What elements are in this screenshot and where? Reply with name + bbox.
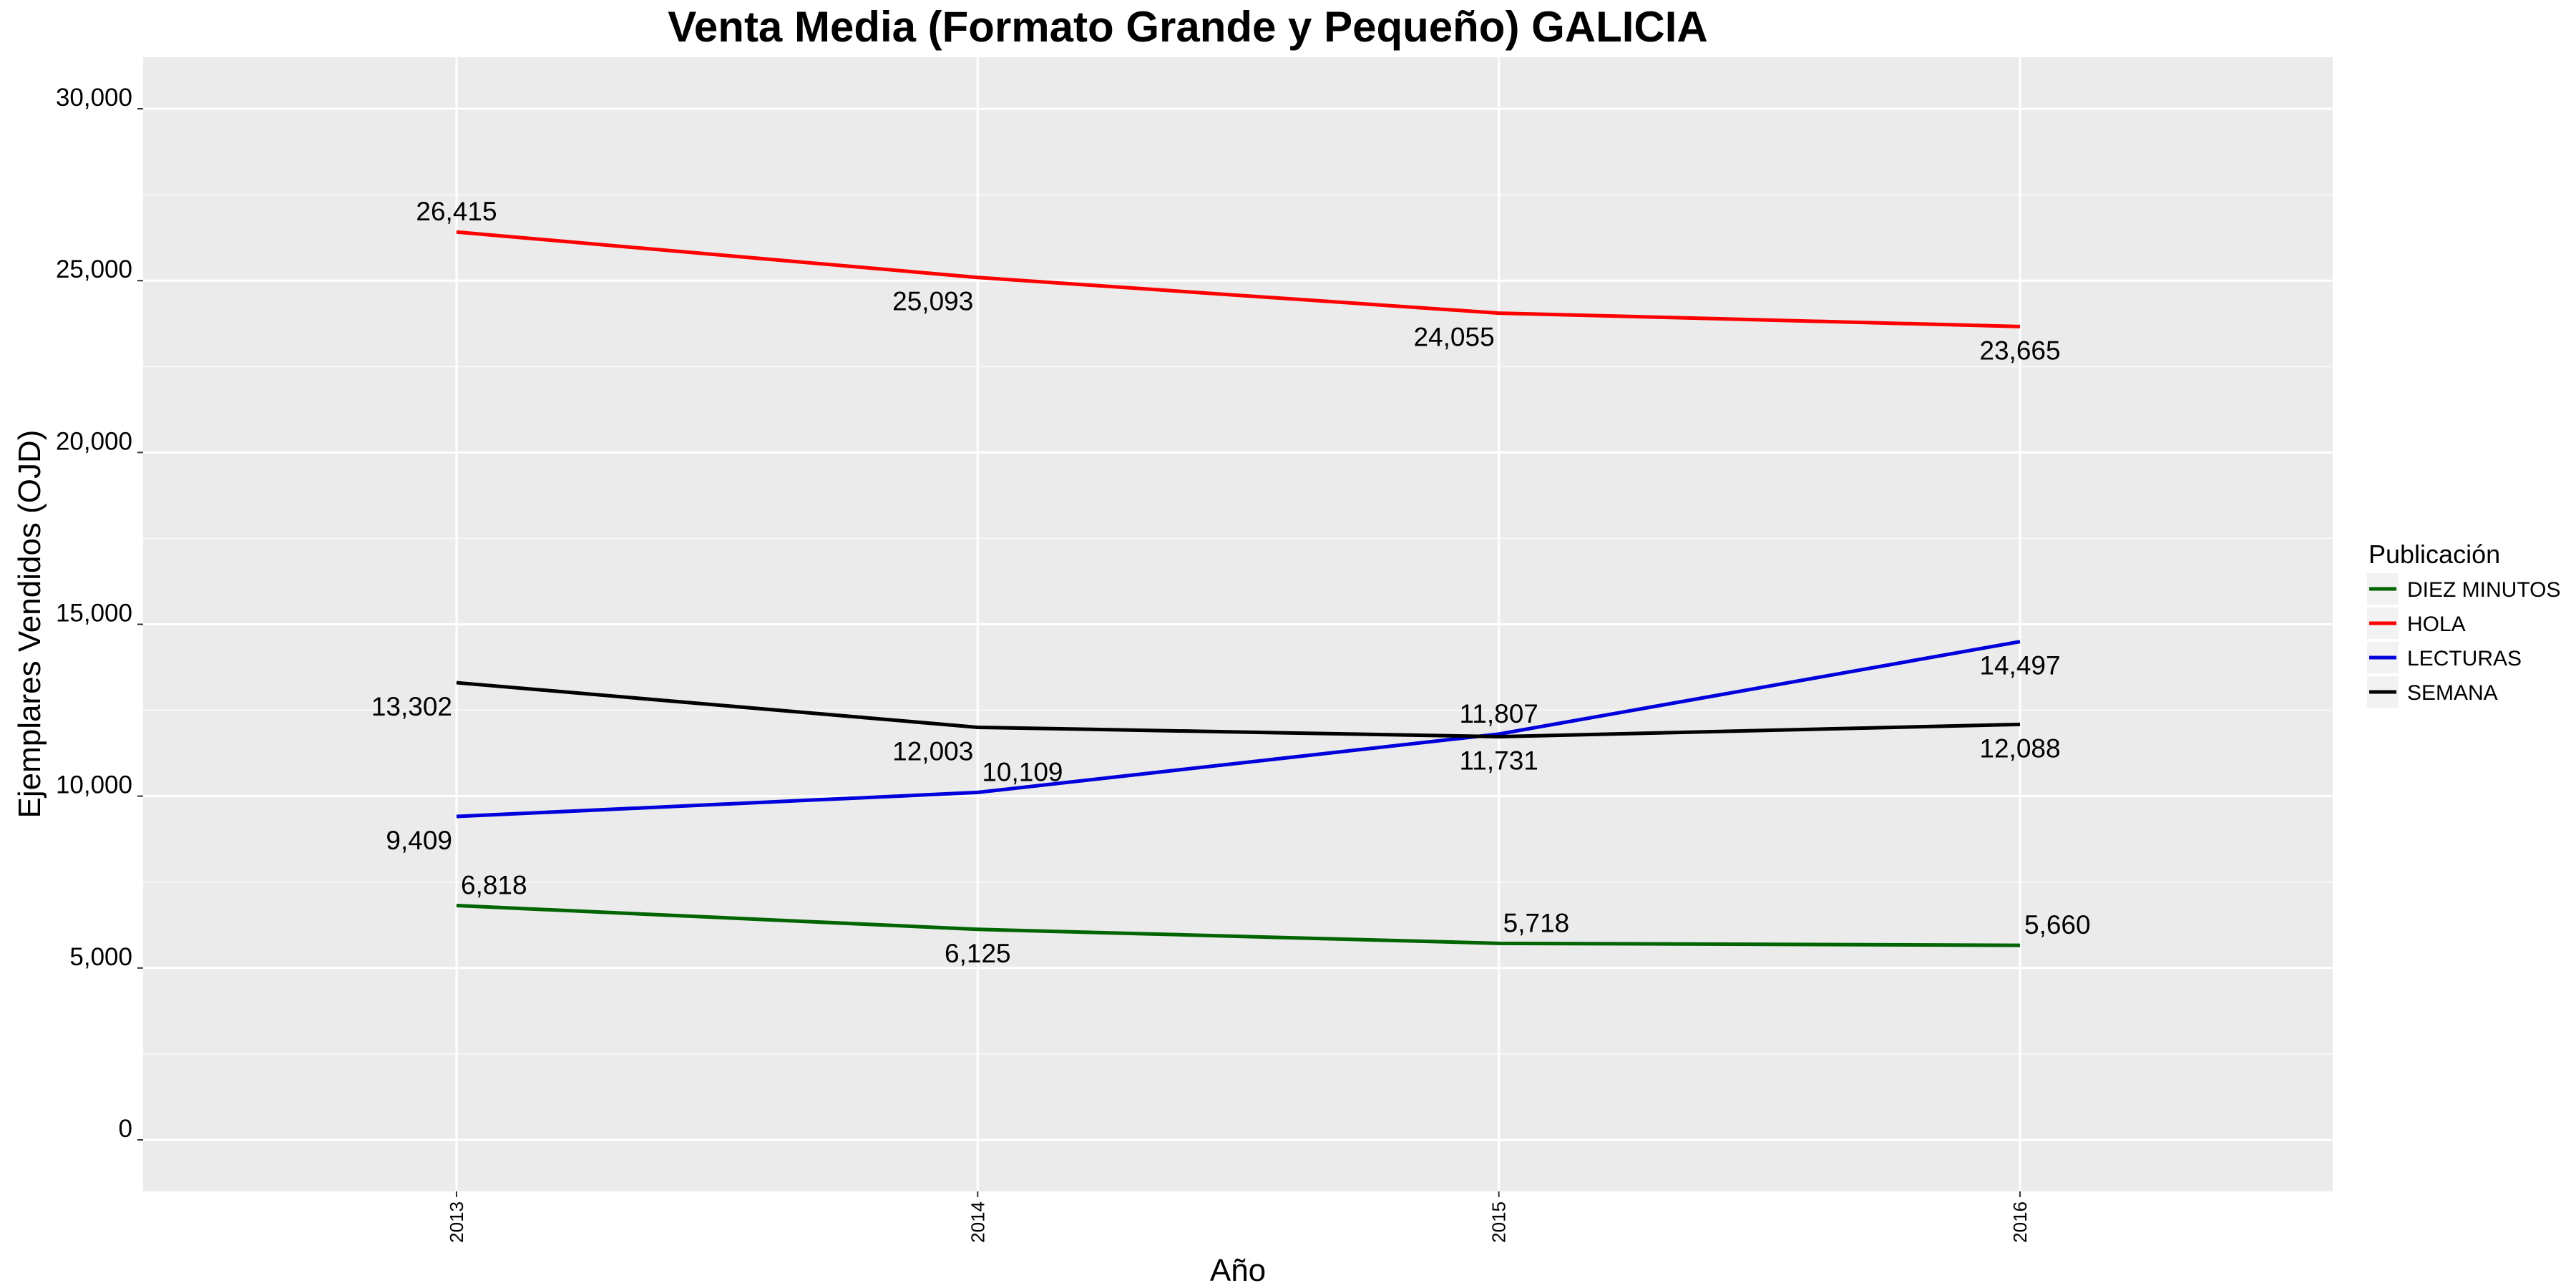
legend-label: DIEZ MINUTOS — [2407, 578, 2560, 602]
data-label: 14,497 — [1979, 651, 2060, 680]
data-label: 5,660 — [2024, 910, 2091, 940]
axis-ticks: 0 5,000 10,000 15,000 20,000 25,000 30,000 2013… — [56, 84, 2031, 1243]
data-label: 11,731 — [1459, 746, 1538, 776]
y-tick-label: 30,000 — [56, 84, 132, 112]
data-label: 24,055 — [1413, 323, 1494, 352]
legend-title: Publicación — [2368, 540, 2500, 569]
y-tick-label: 5,000 — [69, 943, 132, 971]
y-tick-label: 0 — [119, 1115, 132, 1143]
data-label: 9,409 — [386, 826, 452, 855]
x-tick-label: 2015 — [1488, 1201, 1510, 1243]
legend-items: DIEZ MINUTOS HOLA LECTURAS SEMANA — [2367, 573, 2560, 708]
series-line — [456, 680, 2021, 739]
data-label: 12,088 — [1979, 733, 2060, 763]
series-line — [456, 230, 2021, 328]
data-label: 6,818 — [461, 870, 527, 899]
data-label: 26,415 — [416, 197, 497, 226]
y-axis-title: Ejemplares Vendidos (OJD) — [12, 430, 47, 819]
chart-title: Venta Media (Formato Grande y Pequeño) G… — [668, 3, 1708, 51]
x-tick-label: 2013 — [446, 1201, 467, 1243]
data-label: 6,125 — [945, 939, 1011, 968]
x-tick-label: 2014 — [967, 1201, 988, 1243]
data-label: 10,109 — [982, 757, 1063, 786]
data-labels: 6,818 6,125 5,718 5,660 26,415 25,093 24,055 23… — [371, 197, 2091, 968]
y-tick-label: 15,000 — [56, 600, 132, 628]
x-tick-label: 2016 — [2009, 1201, 2031, 1243]
y-tick-label: 25,000 — [56, 255, 132, 283]
y-tick-label: 10,000 — [56, 771, 132, 799]
y-tick-label: 20,000 — [56, 427, 132, 455]
data-label: 13,302 — [371, 692, 452, 721]
grid-lines — [143, 57, 2333, 1191]
data-label: 11,807 — [1459, 699, 1538, 728]
series-lines — [456, 230, 2021, 947]
series-line — [456, 903, 2021, 947]
legend-label: SEMANA — [2407, 681, 2498, 705]
legend-label: HOLA — [2407, 613, 2466, 636]
data-label: 12,003 — [892, 736, 973, 766]
data-label: 25,093 — [892, 287, 973, 316]
legend-label: LECTURAS — [2407, 647, 2522, 670]
data-label: 23,665 — [1979, 336, 2060, 365]
data-label: 5,718 — [1503, 908, 1570, 937]
legend: Publicación DIEZ MINUTOS HOLA LECTURAS SEMA… — [2367, 540, 2560, 708]
series-line — [456, 640, 2021, 819]
x-axis-title: Año — [1210, 1253, 1266, 1288]
